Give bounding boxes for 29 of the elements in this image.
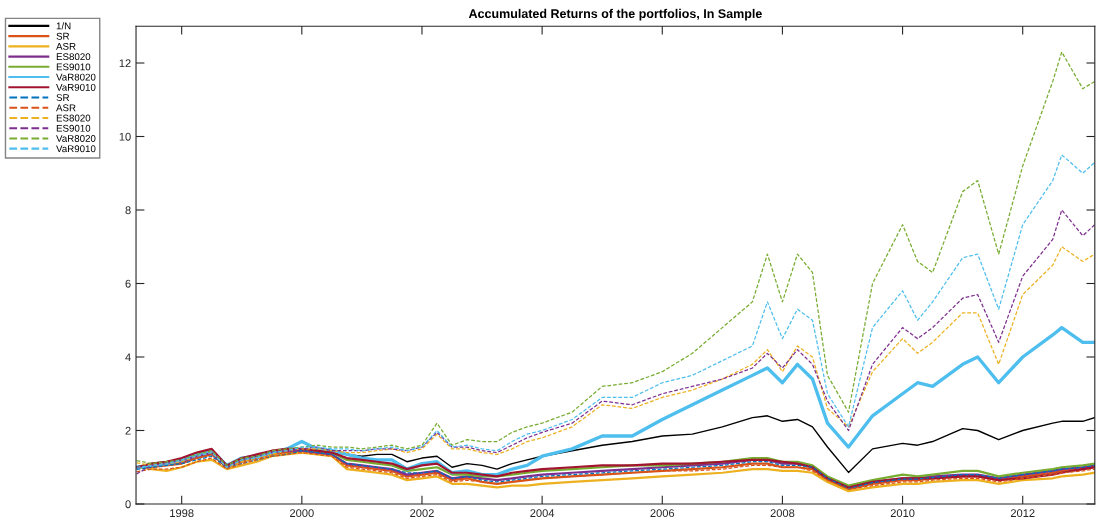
legend-label: VaR8020	[56, 135, 96, 142]
legend-label: SR	[56, 32, 70, 40]
y-tick-label: 4	[125, 353, 131, 362]
x-tick-label: 2004	[530, 509, 555, 518]
x-tick-label: 1998	[170, 509, 194, 518]
y-tick-label: 10	[119, 132, 131, 141]
legend-label: ASR	[56, 104, 76, 112]
x-tick-label: 2012	[1010, 509, 1035, 518]
legend-label: SR	[56, 94, 70, 102]
legend-label: VaR9010	[56, 145, 96, 153]
legend-label: ASR	[56, 42, 76, 50]
legend-label: ES9010	[56, 124, 91, 132]
y-tick-label: 8	[125, 206, 131, 215]
y-tick-label: 12	[119, 59, 131, 68]
legend-label: ES9010	[56, 63, 91, 71]
legend-label: ES8020	[56, 53, 91, 61]
legend-label: VaR9010	[56, 83, 96, 91]
x-tick-label: 2008	[770, 509, 795, 518]
x-tick-label: 2000	[290, 509, 314, 518]
y-tick-label: 6	[125, 279, 131, 288]
x-tick-label: 2006	[650, 509, 675, 518]
x-tick-label: 2002	[410, 509, 434, 518]
chart-title: Accumulated Returns of the portfolios, In Sample	[468, 8, 762, 21]
legend-label: 1/N	[56, 22, 71, 30]
y-tick-label: 0	[125, 500, 131, 509]
y-tick-label: 2	[125, 426, 131, 435]
legend-label: ES8020	[56, 114, 91, 122]
x-tick-label: 2010	[890, 509, 915, 518]
legend-label: VaR8020	[56, 73, 96, 81]
